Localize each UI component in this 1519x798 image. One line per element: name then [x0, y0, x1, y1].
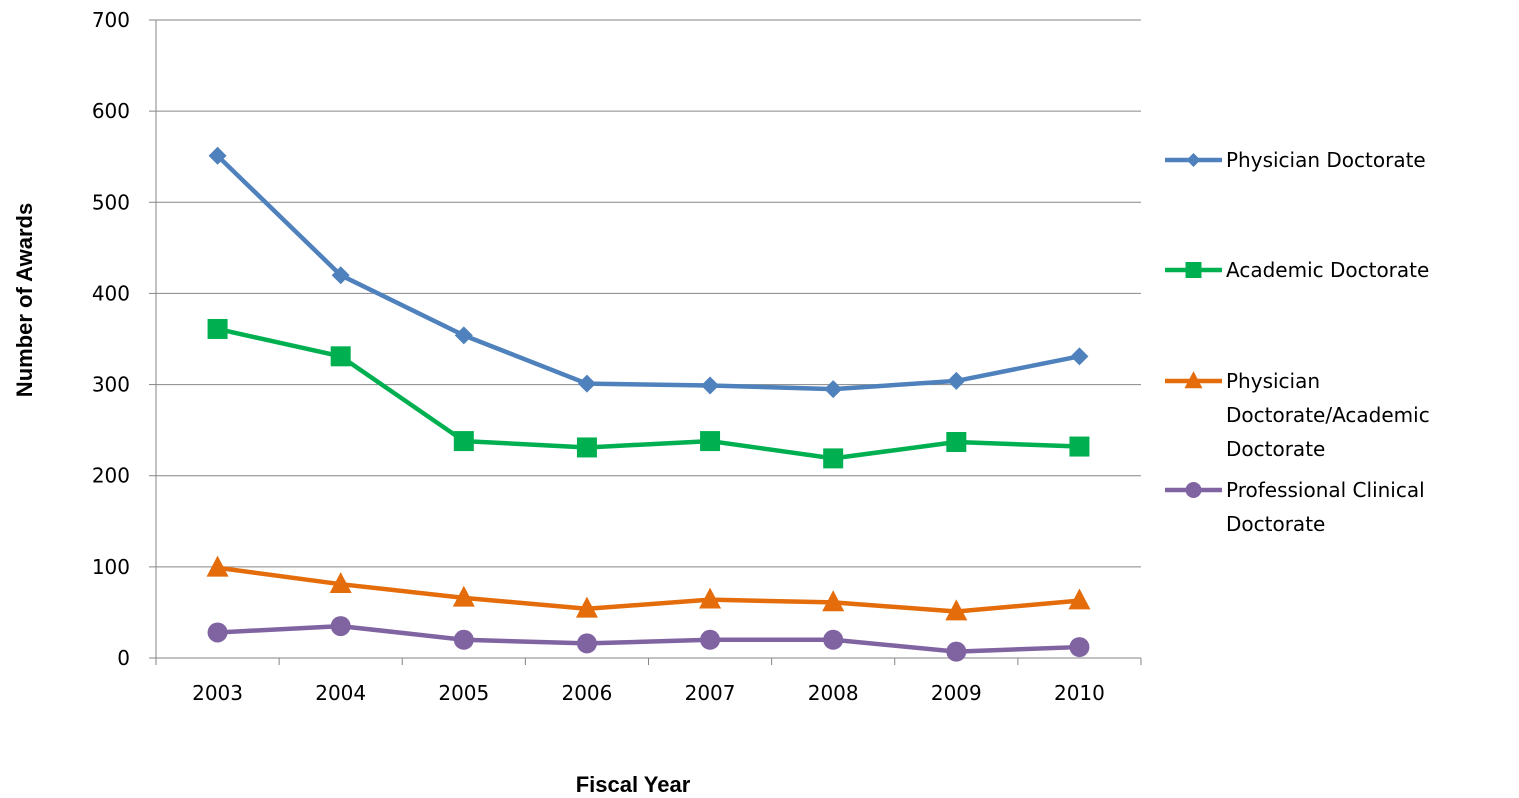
- legend-marker: [1185, 482, 1202, 498]
- data-point: [453, 629, 474, 650]
- data-point: [453, 431, 474, 452]
- series-1: [207, 318, 1090, 469]
- data-point: [700, 629, 721, 650]
- series-line: [215, 153, 1082, 392]
- data-point: [329, 572, 352, 593]
- legend-label: Doctorate: [1226, 512, 1325, 536]
- data-point: [330, 616, 351, 637]
- legend-label: Physician: [1226, 369, 1320, 393]
- data-point: [330, 346, 351, 367]
- legend: Physician Doctorate Academic Doctorate Phy…: [1165, 148, 1430, 536]
- series-2: [206, 555, 1091, 621]
- series-line: [215, 623, 1082, 654]
- series-line: [215, 326, 1082, 461]
- data-point: [699, 587, 722, 609]
- data-point: [945, 599, 968, 621]
- x-tick-label: 2009: [931, 681, 982, 705]
- y-tick-label: 400: [92, 281, 130, 305]
- legend-marker: [1185, 262, 1202, 278]
- y-tick-label: 0: [117, 646, 130, 670]
- data-point: [577, 374, 596, 393]
- data-point: [947, 371, 966, 390]
- legend-label: Professional Clinical: [1226, 478, 1425, 502]
- data-point: [575, 596, 598, 618]
- series-line: [215, 565, 1082, 614]
- y-axis-title: Number of Awards: [12, 203, 37, 397]
- data-point: [1069, 637, 1090, 658]
- y-tick-label: 500: [92, 190, 130, 214]
- x-axis-title: Fiscal Year: [576, 772, 691, 797]
- series-layer: [206, 146, 1091, 662]
- data-point: [331, 266, 350, 285]
- data-point: [454, 326, 473, 345]
- x-tick-label: 2007: [685, 681, 736, 705]
- x-tick-label: 2003: [192, 681, 243, 705]
- x-tick-label: 2010: [1054, 681, 1105, 705]
- series-0: [208, 146, 1089, 399]
- data-point: [207, 622, 228, 643]
- axes: 0 100 200 300 400 500 600 700 2003 2004 2005 2006 20…: [92, 8, 1142, 705]
- data-point: [452, 585, 475, 607]
- legend-label: Academic Doctorate: [1226, 258, 1429, 282]
- x-tick-label: 2008: [808, 681, 859, 705]
- legend-item-2: Physician Doctorate/Academic Doctorate: [1165, 369, 1430, 461]
- data-point: [1069, 436, 1090, 457]
- data-point: [823, 629, 844, 650]
- data-point: [946, 641, 967, 662]
- data-point: [206, 555, 229, 577]
- data-point: [823, 448, 844, 469]
- data-point: [1068, 588, 1091, 610]
- data-point: [576, 633, 597, 654]
- y-tick-label: 200: [92, 464, 130, 488]
- data-point: [701, 376, 720, 395]
- data-point: [946, 431, 967, 452]
- x-tick-label: 2006: [561, 681, 612, 705]
- legend-label: Doctorate: [1226, 437, 1325, 461]
- data-point: [576, 437, 597, 458]
- x-tick-label: 2004: [315, 681, 366, 705]
- data-point: [822, 590, 845, 612]
- data-point: [700, 431, 721, 452]
- legend-item-3: Professional Clinical Doctorate: [1165, 478, 1425, 536]
- gridlines: [156, 19, 1141, 568]
- legend-label: Doctorate/Academic: [1226, 403, 1430, 427]
- data-point: [208, 146, 227, 165]
- series-3: [207, 616, 1090, 662]
- y-tick-label: 100: [92, 555, 130, 579]
- data-point: [824, 380, 843, 399]
- legend-label: Physician Doctorate: [1226, 148, 1426, 172]
- data-point: [1070, 347, 1089, 366]
- y-tick-label: 600: [92, 99, 130, 123]
- legend-marker: [1184, 371, 1203, 389]
- y-tick-label: 300: [92, 373, 130, 397]
- x-tick-label: 2005: [438, 681, 489, 705]
- data-point: [207, 318, 228, 339]
- legend-item-1: Academic Doctorate: [1165, 258, 1429, 282]
- legend-item-0: Physician Doctorate: [1165, 148, 1426, 172]
- legend-marker: [1186, 153, 1201, 167]
- y-tick-label: 700: [92, 8, 130, 32]
